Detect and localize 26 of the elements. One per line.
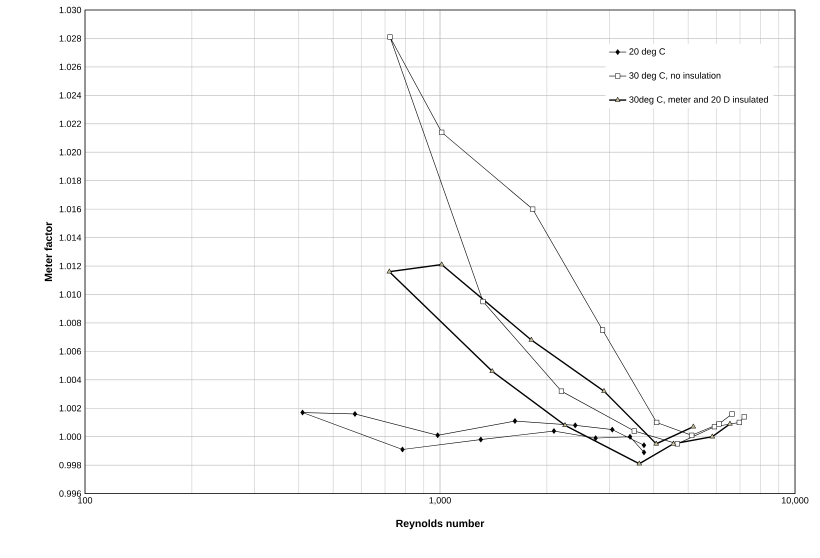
- x-tick-label: 10,000: [782, 497, 808, 505]
- y-tick-label: 1.016: [60, 206, 82, 212]
- legend-label: 30deg C, meter and 20 D insulated: [629, 96, 768, 104]
- y-axis-title: Meter factor: [44, 222, 52, 282]
- x-axis-title: Reynolds number: [396, 519, 484, 530]
- y-tick-label: 1.006: [60, 348, 82, 355]
- y-tick-label: 1.024: [60, 92, 82, 99]
- y-tick-label: 1.004: [60, 376, 82, 384]
- y-tick-label: 0.996: [59, 490, 82, 497]
- x-tick-label: 100: [78, 497, 92, 504]
- y-tick-label: 1.028: [60, 35, 82, 42]
- y-tick-label: 1.018: [60, 177, 82, 184]
- y-tick-label: 1.008: [60, 320, 82, 326]
- legend-label: 20 deg C: [629, 48, 666, 56]
- y-tick-label: 1.030: [60, 6, 82, 14]
- y-tick-label: 1.026: [60, 64, 82, 70]
- y-tick-label: 1.000: [60, 434, 82, 440]
- legend-label: 30 deg C, no insulation: [629, 72, 720, 80]
- y-tick-label: 1.002: [60, 405, 82, 412]
- y-tick-label: 1.012: [60, 262, 82, 270]
- y-tick-label: 1.020: [60, 149, 82, 156]
- x-tick-label: 1,000: [429, 497, 451, 505]
- y-tick-label: 1.010: [60, 291, 82, 298]
- y-tick-label: 1.022: [60, 120, 82, 127]
- y-tick-label: 0.998: [59, 462, 82, 468]
- y-tick-label: 1.014: [60, 234, 82, 241]
